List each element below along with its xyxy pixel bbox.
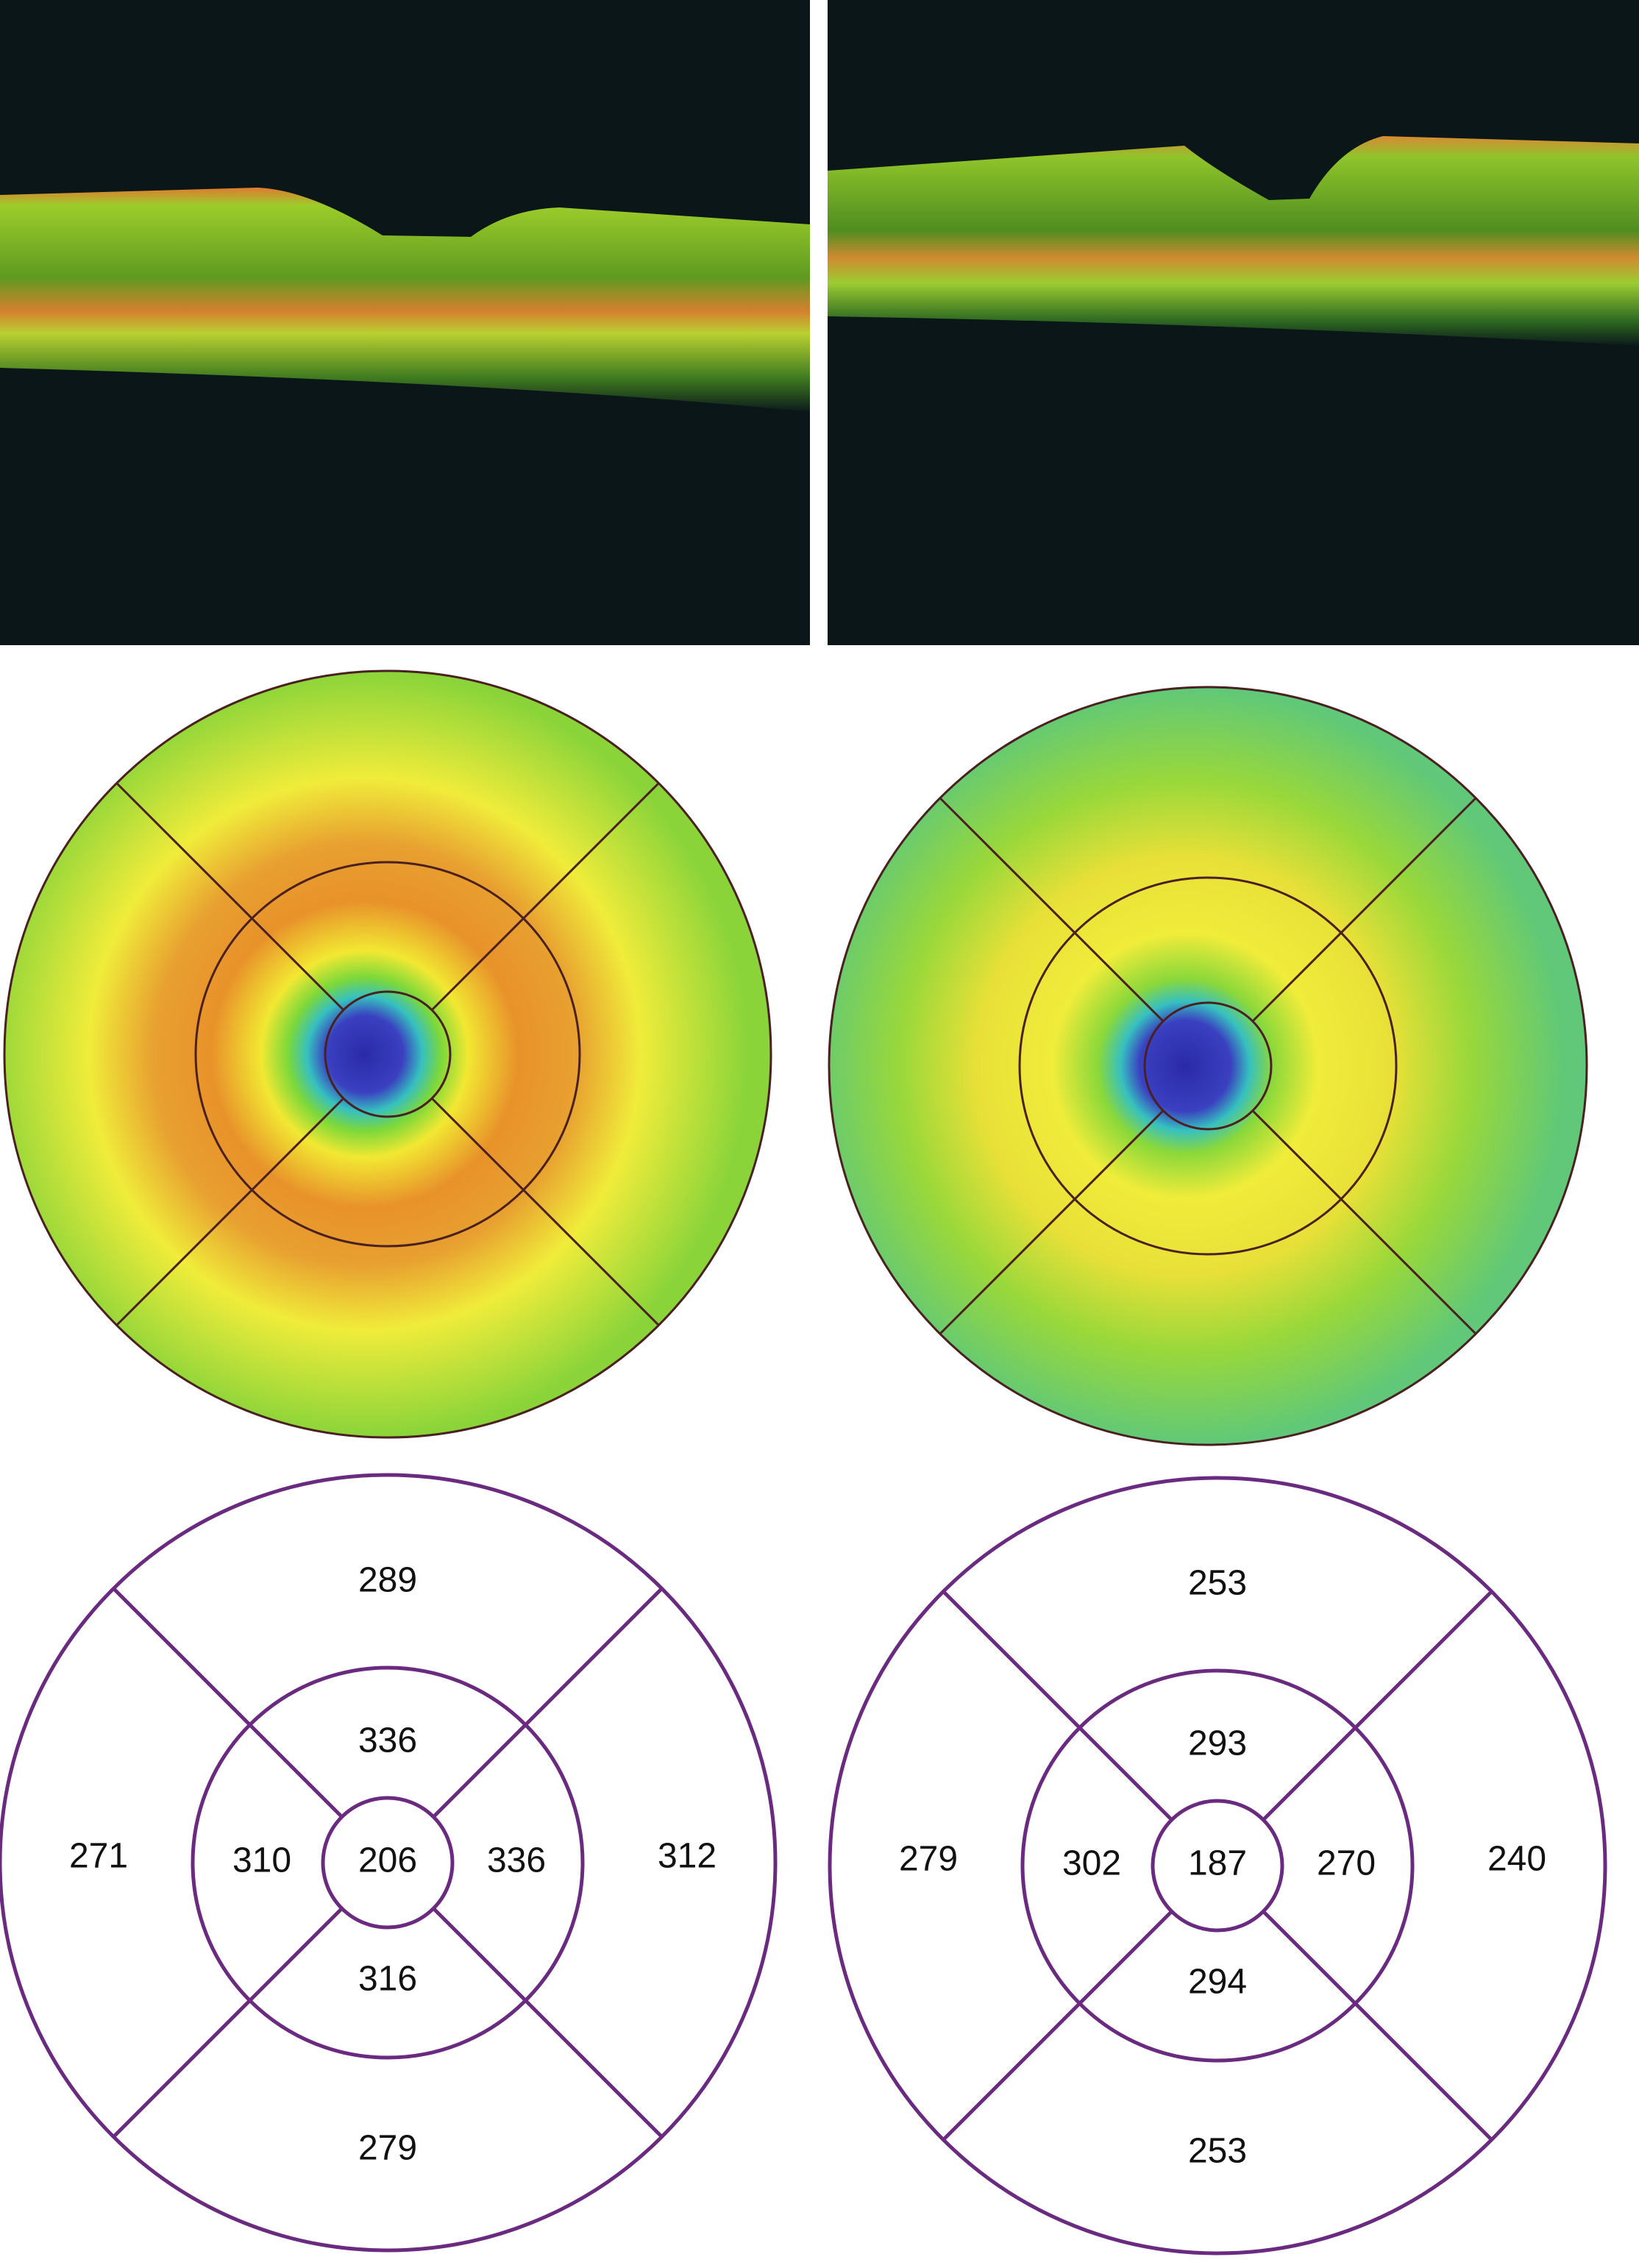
grid-ring	[191, 1666, 585, 2060]
grid-ring	[1020, 1668, 1415, 2063]
thickness-value: 316	[358, 1960, 417, 1999]
thickness-value: 240	[1487, 1840, 1546, 1879]
grid-divider	[942, 1910, 1173, 2141]
thickness-value: 310	[232, 1841, 291, 1880]
thickness-value: 293	[1188, 1724, 1247, 1763]
thickness-value: 289	[358, 1561, 417, 1600]
thickness-value: 279	[358, 2129, 417, 2168]
grid-ring	[321, 1796, 455, 1930]
thickness-value: 271	[69, 1837, 128, 1876]
grid-divider	[112, 1587, 344, 1819]
thickness-value: 253	[1188, 2132, 1247, 2171]
thickness-value: 302	[1062, 1844, 1121, 1883]
grid-divider	[1262, 1590, 1493, 1821]
thickness-value: 294	[1188, 1963, 1247, 2002]
grid-divider	[432, 1587, 664, 1819]
thickness-value: 253	[1188, 1564, 1247, 1603]
thickness-value: 206	[358, 1841, 417, 1880]
grid-divider	[942, 1590, 1173, 1821]
etdrs-grids: 206 336 310 336 316 289 271 312 279 187 293 302 270 2…	[0, 1473, 1607, 2255]
thickness-value: 336	[487, 1841, 546, 1880]
thickness-value: 187	[1188, 1844, 1247, 1883]
thickness-map-right	[828, 686, 1588, 1446]
grid-divider	[112, 1907, 344, 2139]
thickness-map-left	[3, 669, 772, 1439]
grid-divider	[432, 1907, 664, 2139]
grid-ring	[0, 1473, 778, 2253]
thickness-value: 270	[1317, 1844, 1376, 1883]
grid-divider	[1262, 1910, 1493, 2141]
thickness-value: 279	[899, 1840, 958, 1879]
thickness-value: 336	[358, 1721, 417, 1760]
grid-ring	[828, 1476, 1607, 2255]
thickness-value: 312	[658, 1837, 717, 1876]
grid-ring	[1151, 1799, 1284, 1933]
oct-scan-right	[828, 0, 1639, 645]
oct-scan-left	[0, 0, 810, 645]
